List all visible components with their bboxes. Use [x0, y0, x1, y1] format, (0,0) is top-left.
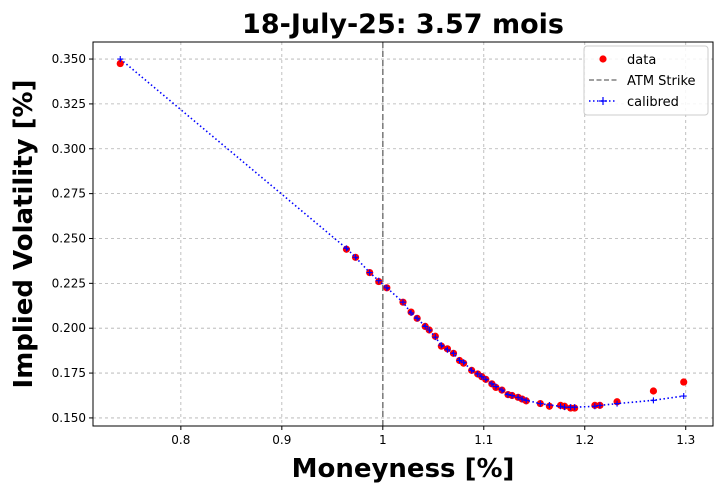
y-tick-label: 0.325: [52, 97, 86, 111]
legend-label-atm-strike: ATM Strike: [627, 74, 696, 89]
calibred-marker: [375, 277, 382, 284]
calibred-marker: [515, 394, 522, 401]
y-tick-label: 0.275: [52, 187, 86, 201]
legend-label-data: data: [627, 53, 656, 68]
calibred-marker: [422, 323, 429, 330]
calibred-marker: [614, 400, 621, 407]
y-tick-label: 0.150: [52, 411, 86, 425]
y-tick-label: 0.225: [52, 276, 86, 290]
calibred-marker: [474, 370, 481, 377]
calibred-marker: [523, 397, 530, 404]
calibred-marker: [468, 367, 475, 374]
calibred-marker: [680, 393, 687, 400]
x-tick-label: 1.3: [676, 433, 695, 447]
calibred-marker: [352, 254, 359, 261]
calibred-marker: [505, 391, 512, 398]
y-tick-label: 0.350: [52, 52, 86, 66]
calibred-marker: [509, 392, 516, 399]
calibred-marker: [400, 299, 406, 306]
calibred-marker: [450, 350, 457, 357]
legend: data ATM Strike calibred: [583, 45, 709, 116]
calibred-marker: [426, 327, 433, 333]
calibred-marker: [591, 403, 598, 410]
calibred-marker: [117, 56, 124, 63]
calibred-marker: [460, 359, 467, 366]
legend-calibred-marker: [599, 97, 607, 105]
calibred-marker: [561, 404, 568, 411]
plot-frame: [92, 41, 714, 427]
calibred-series: [117, 56, 687, 411]
calibred-marker: [546, 402, 553, 409]
calibred-marker: [432, 334, 439, 341]
calibred-marker: [444, 346, 451, 353]
calibred-marker: [456, 357, 463, 364]
calibred-marker: [414, 315, 421, 322]
calibred-marker: [498, 387, 505, 394]
legend-data-marker: [599, 55, 607, 63]
y-tick-label: 0.250: [52, 231, 86, 245]
data-point: [680, 378, 688, 386]
x-axis-title: Moneyness [%]: [292, 454, 515, 484]
y-tick-label: 0.200: [52, 321, 86, 335]
calibred-marker: [537, 400, 544, 407]
calibred-marker: [650, 397, 657, 404]
calibred-marker: [408, 309, 415, 316]
x-tick-label: 1.2: [575, 433, 594, 447]
x-tick-label: 0.9: [272, 433, 291, 447]
calibred-marker: [571, 404, 578, 411]
calibred-marker: [478, 373, 485, 380]
calibred-marker: [492, 383, 499, 390]
data-point: [649, 387, 658, 395]
y-tick-label: 0.300: [52, 142, 86, 156]
calibred-marker: [438, 342, 445, 349]
calibred-marker: [383, 284, 390, 291]
data-point: [116, 59, 124, 68]
axis-ticks: 0.8 0.9 1 1.1 1.2 1.3 0.150 0.175 0.200 0.225 0.25…: [52, 52, 696, 447]
y-tick-label: 0.175: [52, 366, 86, 380]
calibred-line: [119, 58, 684, 409]
calibred-marker: [366, 269, 373, 276]
x-tick-label: 1.1: [474, 433, 493, 447]
calibred-marker: [519, 396, 526, 403]
calibred-marker: [557, 403, 564, 410]
x-tick-label: 0.8: [171, 433, 190, 447]
y-axis-title: Implied Volatility [%]: [9, 80, 39, 389]
calibred-marker: [482, 376, 489, 383]
chart-title: 18-July-25: 3.57 mois: [242, 9, 564, 40]
calibred-marker: [488, 380, 495, 387]
legend-box: [583, 45, 709, 116]
calibred-marker: [596, 402, 603, 409]
legend-label-calibred: calibred: [627, 95, 679, 110]
x-tick-label: 1: [379, 433, 387, 447]
calibred-marker: [343, 245, 350, 252]
